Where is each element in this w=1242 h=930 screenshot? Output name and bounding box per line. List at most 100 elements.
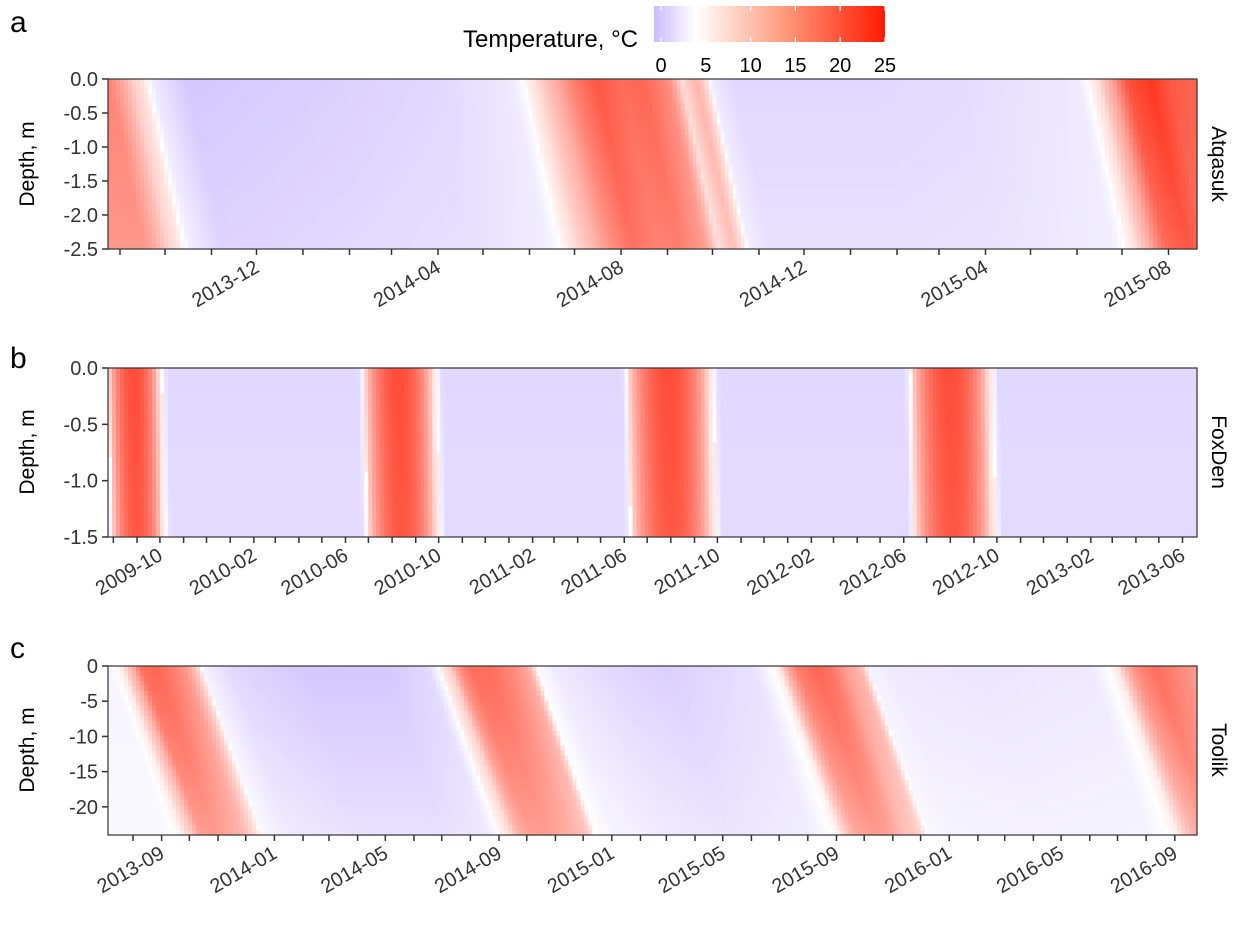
heatmap-cell — [628, 174, 633, 180]
heatmap-cell — [665, 84, 670, 90]
heatmap-cell — [456, 209, 461, 215]
heatmap-cell — [520, 219, 525, 225]
heatmap-cell — [384, 109, 389, 115]
heatmap-cell — [452, 184, 457, 190]
heatmap-cell — [124, 164, 129, 170]
heatmap-cell — [669, 179, 674, 185]
heatmap-cell — [140, 234, 145, 240]
heatmap-cell — [640, 174, 645, 180]
heatmap-cell — [608, 104, 613, 110]
heatmap-cell — [673, 104, 678, 110]
heatmap-cell — [388, 124, 393, 130]
heatmap-cell — [448, 124, 453, 130]
heatmap-cell — [649, 194, 654, 200]
heatmap-cell — [332, 104, 337, 110]
heatmap-cell — [220, 139, 225, 145]
heatmap-cell — [544, 134, 549, 140]
heatmap-cell — [380, 229, 385, 235]
heatmap-cell — [508, 124, 513, 130]
heatmap-cell — [484, 159, 489, 165]
heatmap-cell — [504, 174, 509, 180]
heatmap-cell — [496, 144, 501, 150]
heatmap-cell — [540, 169, 545, 175]
heatmap-cell — [220, 119, 225, 125]
heatmap-cell — [612, 159, 617, 165]
heatmap-cell — [252, 174, 257, 180]
heatmap-cell — [228, 79, 233, 85]
heatmap-cell — [540, 84, 545, 90]
heatmap-cell — [120, 189, 125, 195]
heatmap-cell — [232, 94, 237, 100]
heatmap-cell — [128, 224, 133, 230]
heatmap-cell — [244, 209, 249, 215]
heatmap-cell — [296, 189, 301, 195]
heatmap-cell — [244, 144, 249, 150]
heatmap-cell — [216, 154, 221, 160]
heatmap-cell — [208, 189, 213, 195]
heatmap-cell — [324, 224, 329, 230]
heatmap-cell — [516, 114, 521, 120]
heatmap-cell — [120, 214, 125, 220]
heatmap-cell — [480, 209, 485, 215]
heatmap-cell — [524, 99, 529, 105]
heatmap-cell — [576, 224, 581, 230]
heatmap-cell — [420, 239, 425, 245]
heatmap-cell — [368, 204, 373, 210]
heatmap-cell — [128, 104, 133, 110]
heatmap-cell — [144, 79, 149, 85]
heatmap-cell — [516, 189, 521, 195]
heatmap-cell — [632, 129, 637, 135]
heatmap-cell — [144, 109, 149, 115]
heatmap-cell — [264, 229, 269, 235]
heatmap-cell — [180, 239, 185, 245]
heatmap-cell — [596, 129, 601, 135]
heatmap-cell — [136, 154, 141, 160]
heatmap-cell — [220, 94, 225, 100]
heatmap-cell — [352, 189, 357, 195]
heatmap-cell — [468, 199, 473, 205]
heatmap-cell — [156, 124, 161, 130]
heatmap-cell — [657, 139, 662, 145]
heatmap-cell — [472, 184, 477, 190]
heatmap-cell — [420, 224, 425, 230]
heatmap-cell — [580, 194, 585, 200]
heatmap-cell — [516, 104, 521, 110]
heatmap-cell — [356, 129, 361, 135]
heatmap-cell — [580, 149, 585, 155]
heatmap-cell — [148, 154, 153, 160]
heatmap-cell — [372, 139, 377, 145]
heatmap-cell — [588, 194, 593, 200]
heatmap-cell — [677, 119, 682, 125]
heatmap-cell — [260, 164, 265, 170]
heatmap-cell — [685, 159, 690, 165]
heatmap-cell — [568, 159, 573, 165]
heatmap-cell — [396, 204, 401, 210]
heatmap-cell — [388, 209, 393, 215]
heatmap-cell — [224, 189, 229, 195]
heatmap-cell — [204, 104, 209, 110]
heatmap-cell — [288, 229, 293, 235]
heatmap-cell — [276, 199, 281, 205]
heatmap-cell — [572, 164, 577, 170]
heatmap-cell — [504, 159, 509, 165]
heatmap-cell — [180, 144, 185, 150]
heatmap-cell — [604, 79, 609, 85]
heatmap-cell — [524, 204, 529, 210]
heatmap-cell — [116, 234, 121, 240]
heatmap-cell — [200, 84, 205, 90]
heatmap-cell — [172, 184, 177, 190]
heatmap-cell — [448, 134, 453, 140]
heatmap-cell — [644, 174, 649, 180]
heatmap-cell — [464, 129, 469, 135]
heatmap-cell — [388, 109, 393, 115]
heatmap-cell — [328, 84, 333, 90]
heatmap-cell — [640, 194, 645, 200]
heatmap-cell — [452, 229, 457, 235]
heatmap-cell — [128, 89, 133, 95]
heatmap-cell — [685, 119, 690, 125]
heatmap-cell — [685, 204, 690, 210]
heatmap-cell — [681, 164, 686, 170]
heatmap-cell — [312, 164, 317, 170]
heatmap-cell — [336, 119, 341, 125]
heatmap-cell — [644, 229, 649, 235]
